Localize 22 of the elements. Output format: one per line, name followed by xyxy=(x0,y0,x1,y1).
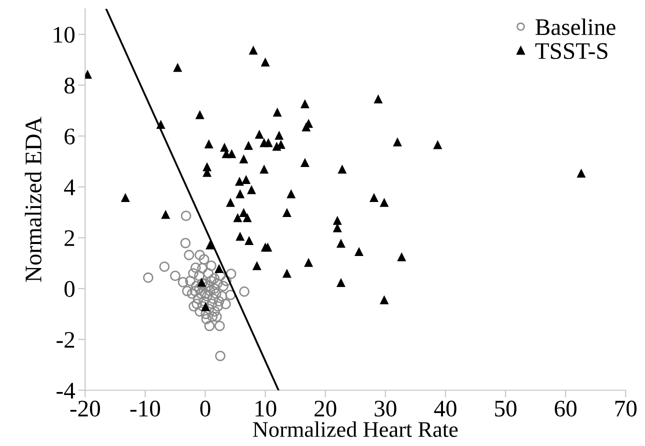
y-tick-label: 4 xyxy=(64,180,76,196)
y-tick-label: 6 xyxy=(64,128,75,144)
x-tick-label: 50 xyxy=(495,400,516,417)
y-tick-label: 2 xyxy=(64,230,74,246)
x-tick-label: -20 xyxy=(70,400,100,417)
y-tick-label: -4 xyxy=(56,382,76,398)
y-axis-title: Normalized EDA xyxy=(24,116,42,282)
x-tick-label: 10 xyxy=(256,400,276,417)
y-tick-label: -2 xyxy=(56,332,74,348)
legend-label: Baseline xyxy=(536,18,616,36)
x-tick-label: -10 xyxy=(130,400,160,417)
x-axis-title: Normalized Heart Rate xyxy=(252,421,458,438)
x-tick-label: 0 xyxy=(200,400,210,417)
legend-label: TSST-S xyxy=(535,43,608,60)
x-tick-label: 20 xyxy=(314,400,336,417)
y-tick-label: 8 xyxy=(64,78,75,94)
y-tick-label: 0 xyxy=(64,281,75,297)
y-tick-label: 10 xyxy=(54,26,75,43)
x-tick-label: 30 xyxy=(374,400,396,417)
x-tick-label: 70 xyxy=(615,400,637,417)
x-tick-label: 60 xyxy=(554,400,576,417)
x-tick-label: 40 xyxy=(434,400,456,417)
